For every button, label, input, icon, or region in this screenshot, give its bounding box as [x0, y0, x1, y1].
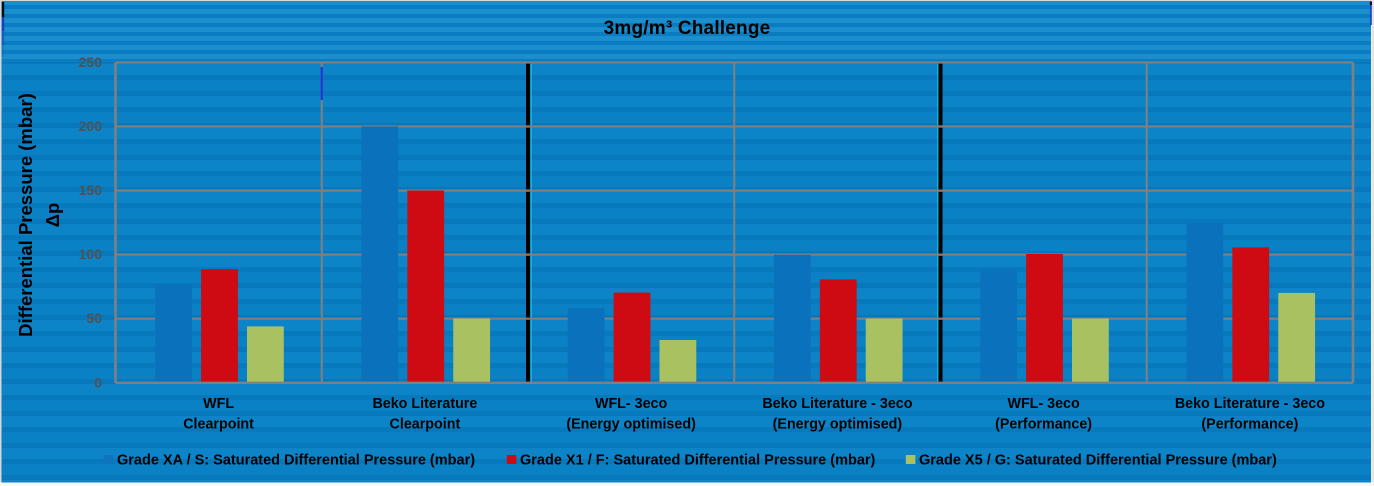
- svg-text:(Performance): (Performance): [995, 417, 1092, 433]
- svg-text:Beko Literature - 3eco: Beko Literature - 3eco: [762, 396, 912, 412]
- svg-text:50: 50: [86, 310, 102, 326]
- svg-text:(Performance): (Performance): [1201, 417, 1298, 433]
- svg-text:Grade X5 / G: Saturated Differ: Grade X5 / G: Saturated Differential Pre…: [919, 453, 1277, 469]
- svg-text:Δp: Δp: [42, 203, 63, 228]
- svg-text:250: 250: [79, 54, 103, 70]
- svg-text:Beko Literature: Beko Literature: [372, 396, 477, 412]
- svg-text:Beko Literature - 3eco: Beko Literature - 3eco: [1175, 396, 1325, 412]
- svg-text:150: 150: [79, 182, 103, 198]
- svg-text:3mg/m³ Challenge: 3mg/m³ Challenge: [604, 18, 771, 39]
- svg-text:WFL: WFL: [203, 396, 234, 412]
- svg-text:WFL- 3eco: WFL- 3eco: [595, 396, 668, 412]
- svg-text:Grade X1 / F: Saturated Differ: Grade X1 / F: Saturated Differential Pre…: [520, 453, 876, 469]
- svg-text:100: 100: [79, 246, 103, 262]
- svg-text:Clearpoint: Clearpoint: [390, 417, 461, 433]
- svg-text:Differential Pressure (mbar): Differential Pressure (mbar): [15, 93, 36, 337]
- svg-text:(Energy optimised): (Energy optimised): [566, 417, 696, 433]
- svg-text:Grade XA / S: Saturated Differ: Grade XA / S: Saturated Differential Pre…: [117, 453, 475, 469]
- svg-text:(Energy optimised): (Energy optimised): [773, 417, 903, 433]
- svg-text:WFL- 3eco: WFL- 3eco: [1007, 396, 1080, 412]
- svg-text:Clearpoint: Clearpoint: [183, 417, 254, 433]
- svg-text:0: 0: [94, 374, 102, 390]
- svg-text:200: 200: [79, 118, 103, 134]
